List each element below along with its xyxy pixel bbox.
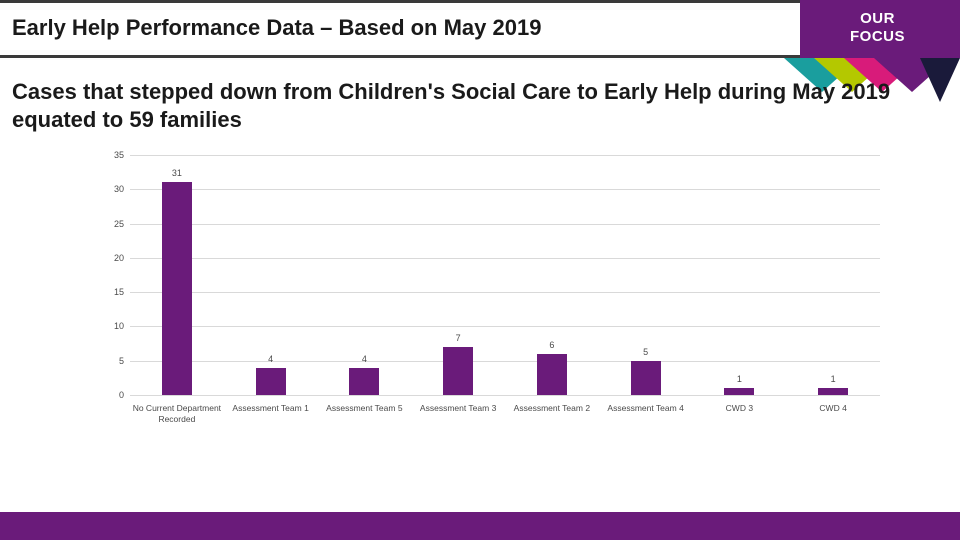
chart-bar-value: 7	[438, 333, 478, 343]
chart-x-label: Assessment Team 5	[320, 403, 409, 414]
chart-bar-value: 1	[719, 374, 759, 384]
chart-gridline	[130, 155, 880, 156]
chart-y-tick: 10	[94, 321, 124, 331]
chart-x-label: CWD 3	[695, 403, 784, 414]
chart-plot-area: 0510152025303531No Current Department Re…	[130, 155, 880, 395]
chart-bar-value: 4	[251, 354, 291, 364]
chart-x-label: Assessment Team 1	[226, 403, 315, 414]
chart-bar	[631, 361, 661, 395]
chart-gridline	[130, 258, 880, 259]
chart-y-tick: 25	[94, 219, 124, 229]
chart-bar-value: 1	[813, 374, 853, 384]
chart-bar	[537, 354, 567, 395]
chart-bar	[162, 182, 192, 395]
chart-bar-value: 6	[532, 340, 572, 350]
chart-bar-value: 5	[626, 347, 666, 357]
subtitle: Cases that stepped down from Children's …	[12, 78, 932, 133]
chart-gridline	[130, 224, 880, 225]
footer-bar	[0, 512, 960, 540]
chart-bar	[349, 368, 379, 395]
chart-y-tick: 20	[94, 253, 124, 263]
chart-y-tick: 30	[94, 184, 124, 194]
chart-y-tick: 15	[94, 287, 124, 297]
bar-chart: 0510152025303531No Current Department Re…	[90, 150, 890, 450]
logo-line1: OUR	[860, 10, 895, 27]
chart-bar	[818, 388, 848, 395]
chart-bar	[256, 368, 286, 395]
chart-gridline	[130, 361, 880, 362]
chart-bar	[724, 388, 754, 395]
chart-gridline	[130, 326, 880, 327]
chart-bar-value: 31	[157, 168, 197, 178]
chart-x-label: Assessment Team 4	[601, 403, 690, 414]
chart-y-tick: 5	[94, 356, 124, 366]
chart-x-label: Assessment Team 2	[507, 403, 596, 414]
logo-text: OUR FOCUS	[850, 10, 905, 46]
chart-gridline	[130, 292, 880, 293]
chart-x-label: No Current Department Recorded	[132, 403, 221, 424]
chart-gridline	[130, 189, 880, 190]
chart-bar-value: 4	[344, 354, 384, 364]
chart-y-tick: 0	[94, 390, 124, 400]
page-title: Early Help Performance Data – Based on M…	[12, 15, 541, 41]
slide: { "header": { "title": "Early Help Perfo…	[0, 0, 960, 540]
chart-bar	[443, 347, 473, 395]
chart-y-tick: 35	[94, 150, 124, 160]
chart-gridline	[130, 395, 880, 396]
chart-x-label: CWD 4	[789, 403, 878, 414]
chart-x-label: Assessment Team 3	[414, 403, 503, 414]
logo-line2: FOCUS	[850, 28, 905, 45]
